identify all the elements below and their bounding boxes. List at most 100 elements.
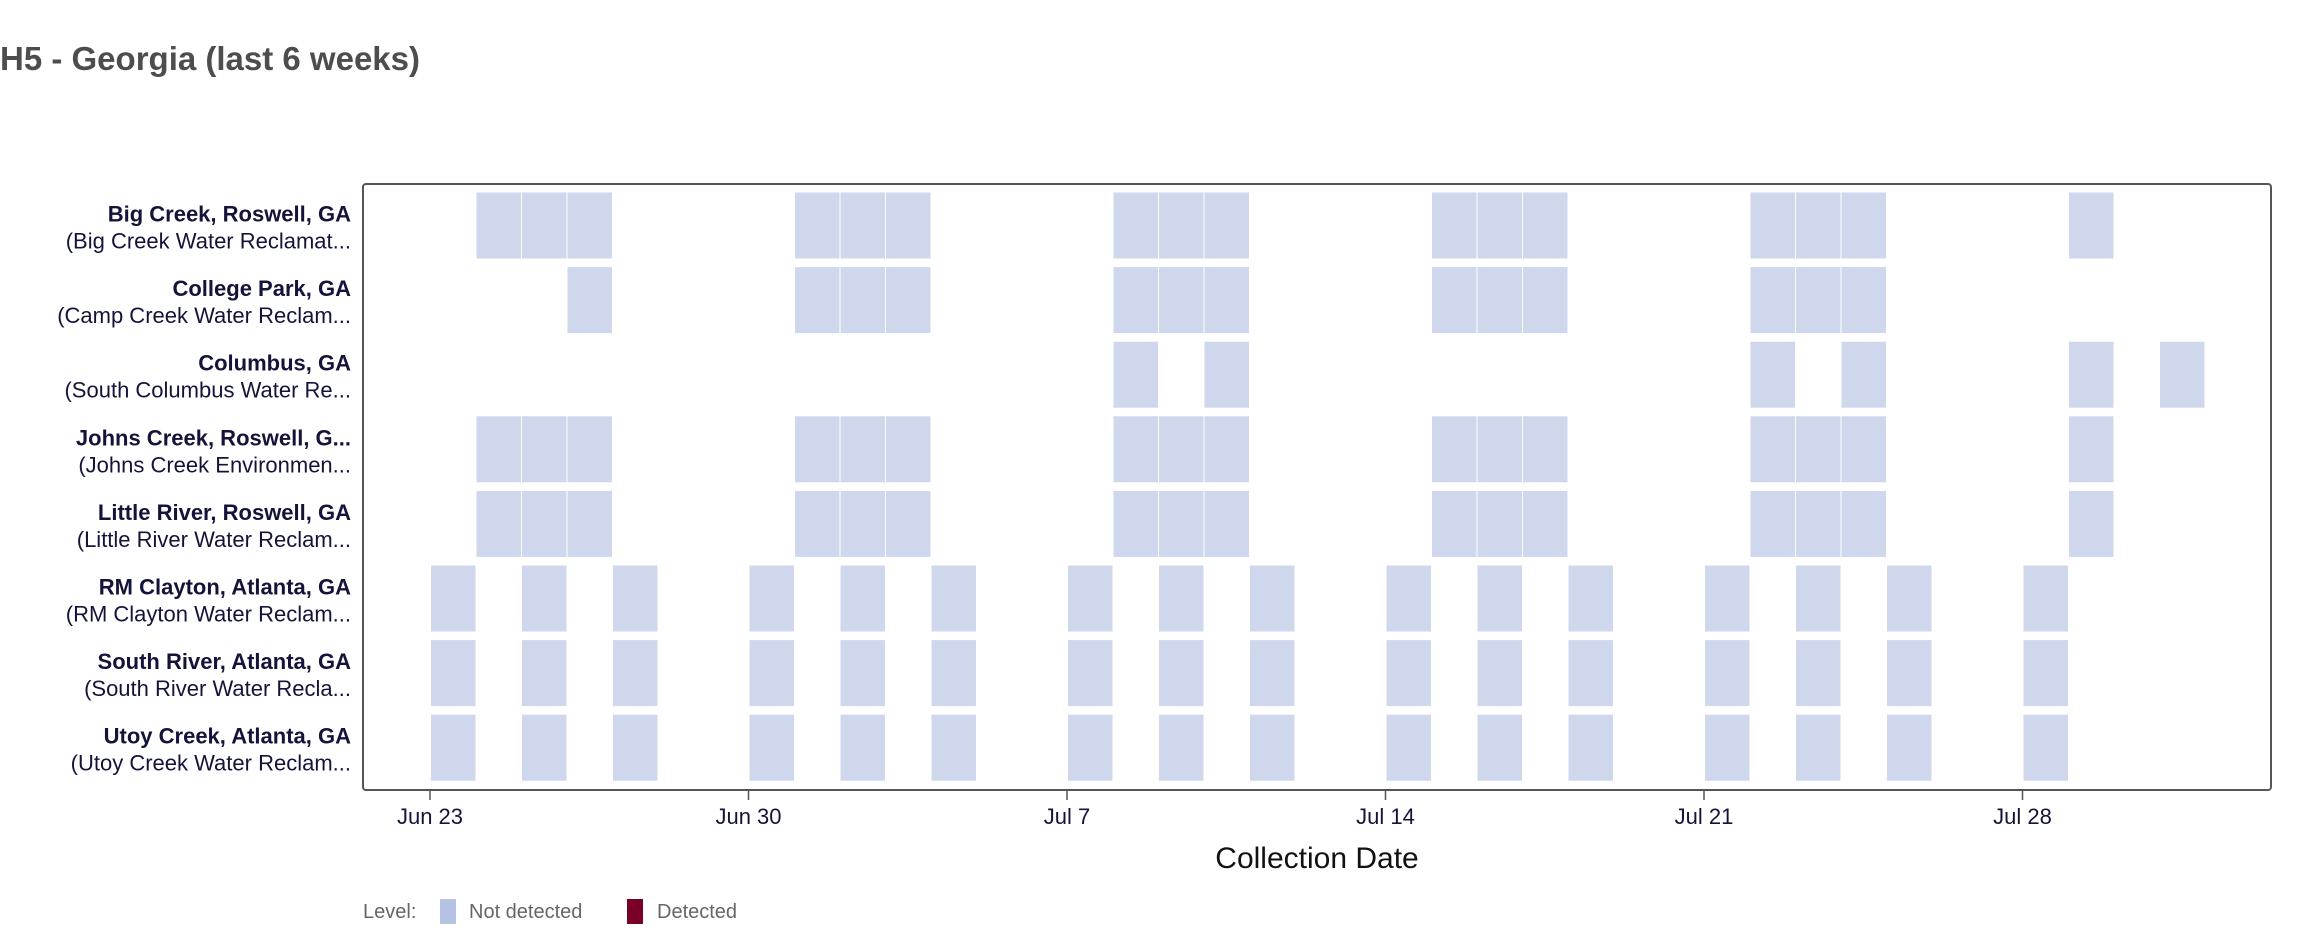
heatmap-tile bbox=[1477, 714, 1522, 781]
row-label-site: RM Clayton, Atlanta, GA bbox=[99, 575, 351, 600]
x-tick-label: Jul 21 bbox=[1675, 804, 1734, 829]
heatmap-tile bbox=[795, 267, 840, 334]
legend-swatch-not-detected bbox=[440, 899, 456, 924]
heatmap-tile bbox=[1204, 192, 1249, 259]
heatmap-tile bbox=[840, 640, 885, 707]
heatmap-tile bbox=[613, 714, 658, 781]
heatmap-tile bbox=[1159, 714, 1204, 781]
heatmap-tile bbox=[1523, 267, 1568, 334]
row-label-facility: (Utoy Creek Water Reclam... bbox=[71, 751, 351, 776]
heatmap-tile bbox=[567, 490, 612, 557]
row-label-site: Utoy Creek, Atlanta, GA bbox=[104, 724, 351, 749]
heatmap-tile bbox=[1477, 565, 1522, 632]
heatmap-tile bbox=[1250, 565, 1295, 632]
heatmap-tile bbox=[522, 416, 567, 483]
row-label-facility: (RM Clayton Water Reclam... bbox=[66, 602, 351, 627]
heatmap-tile bbox=[1477, 640, 1522, 707]
heatmap-tile bbox=[1432, 267, 1477, 334]
heatmap-tile bbox=[1250, 714, 1295, 781]
heatmap-tile bbox=[2069, 192, 2114, 259]
heatmap-tile bbox=[1113, 490, 1158, 557]
heatmap-tile bbox=[1523, 416, 1568, 483]
heatmap-tile bbox=[1204, 267, 1249, 334]
heatmap-tile bbox=[1796, 416, 1841, 483]
heatmap-tile bbox=[840, 565, 885, 632]
heatmap-tile bbox=[1159, 416, 1204, 483]
heatmap-tile bbox=[1568, 714, 1613, 781]
x-tick-label: Jul 7 bbox=[1044, 804, 1090, 829]
heatmap-tile bbox=[1796, 490, 1841, 557]
heatmap-tile bbox=[795, 192, 840, 259]
heatmap-tile bbox=[1750, 416, 1795, 483]
row-labels: Big Creek, Roswell, GA(Big Creek Water R… bbox=[57, 202, 351, 776]
heatmap-tile bbox=[840, 490, 885, 557]
legend: Level: Not detected Detected bbox=[363, 899, 737, 924]
heatmap-tile bbox=[840, 416, 885, 483]
heatmap-tile bbox=[567, 416, 612, 483]
heatmap-tile bbox=[840, 267, 885, 334]
heatmap-tile bbox=[1068, 565, 1113, 632]
heatmap-tile bbox=[1750, 490, 1795, 557]
legend-label-not-detected: Not detected bbox=[469, 901, 582, 923]
heatmap-tile bbox=[2023, 714, 2068, 781]
heatmap-tile bbox=[1523, 192, 1568, 259]
heatmap-tile bbox=[1159, 565, 1204, 632]
heatmap-tile bbox=[567, 267, 612, 334]
x-tick-label: Jun 30 bbox=[715, 804, 781, 829]
row-label-facility: (Johns Creek Environmen... bbox=[78, 452, 351, 477]
row-label-site: Columbus, GA bbox=[198, 351, 351, 376]
heatmap-tile bbox=[1477, 490, 1522, 557]
heatmap-tile bbox=[1204, 416, 1249, 483]
heatmap-tile bbox=[2069, 490, 2114, 557]
heatmap-tile bbox=[1477, 416, 1522, 483]
heatmap-tile bbox=[1841, 341, 1886, 408]
heatmap-tile bbox=[1796, 565, 1841, 632]
heatmap-tile bbox=[1841, 490, 1886, 557]
heatmap-tile bbox=[1068, 714, 1113, 781]
x-axis: Jun 23 Jun 30 Jul 7 Jul 14 Jul 21 Jul 28 bbox=[397, 790, 2052, 829]
heatmap-tile bbox=[1750, 341, 1795, 408]
heatmap-tile bbox=[931, 714, 976, 781]
heatmap-tile bbox=[1705, 640, 1750, 707]
heatmap-tile bbox=[522, 714, 567, 781]
heatmap-tile bbox=[1068, 640, 1113, 707]
row-label-facility: (Big Creek Water Reclamat... bbox=[66, 229, 351, 254]
heatmap-tile bbox=[749, 565, 794, 632]
heatmap-tile bbox=[1432, 490, 1477, 557]
heatmap-tile bbox=[1568, 640, 1613, 707]
heatmap-tile bbox=[749, 714, 794, 781]
heatmap-tile bbox=[1705, 565, 1750, 632]
heatmap-tile bbox=[1159, 192, 1204, 259]
heatmap-tile bbox=[1841, 192, 1886, 259]
heatmap-tile bbox=[1386, 714, 1431, 781]
heatmap-tile bbox=[749, 640, 794, 707]
heatmap-tile bbox=[1887, 565, 1932, 632]
heatmap-tile bbox=[2069, 341, 2114, 408]
heatmap-tile bbox=[1887, 640, 1932, 707]
x-axis-label: Collection Date bbox=[1215, 842, 1418, 875]
heatmap-tile bbox=[476, 490, 521, 557]
heatmap-tile bbox=[795, 490, 840, 557]
heatmap-tile bbox=[1705, 714, 1750, 781]
heatmap-tile bbox=[1386, 565, 1431, 632]
heatmap-tile bbox=[886, 267, 931, 334]
heatmap-tile bbox=[1477, 267, 1522, 334]
heatmap-tile bbox=[522, 565, 567, 632]
heatmap-tile bbox=[840, 192, 885, 259]
row-label-site: College Park, GA bbox=[172, 276, 351, 301]
row-label-facility: (Camp Creek Water Reclam... bbox=[57, 303, 351, 328]
x-tick-label: Jul 28 bbox=[1993, 804, 2052, 829]
heatmap-tile bbox=[613, 640, 658, 707]
heatmap-tile bbox=[1204, 490, 1249, 557]
heatmap-tile bbox=[613, 565, 658, 632]
heatmap-tile bbox=[1796, 192, 1841, 259]
row-label-site: Little River, Roswell, GA bbox=[98, 500, 351, 525]
heatmap-tile bbox=[1841, 416, 1886, 483]
heatmap-tile bbox=[476, 416, 521, 483]
heatmap-tile bbox=[1432, 416, 1477, 483]
row-label-site: Big Creek, Roswell, GA bbox=[108, 202, 351, 227]
row-label-facility: (South Columbus Water Re... bbox=[64, 378, 351, 403]
legend-swatch-detected bbox=[627, 899, 643, 924]
heatmap-tile bbox=[886, 490, 931, 557]
heatmap-tile bbox=[931, 565, 976, 632]
